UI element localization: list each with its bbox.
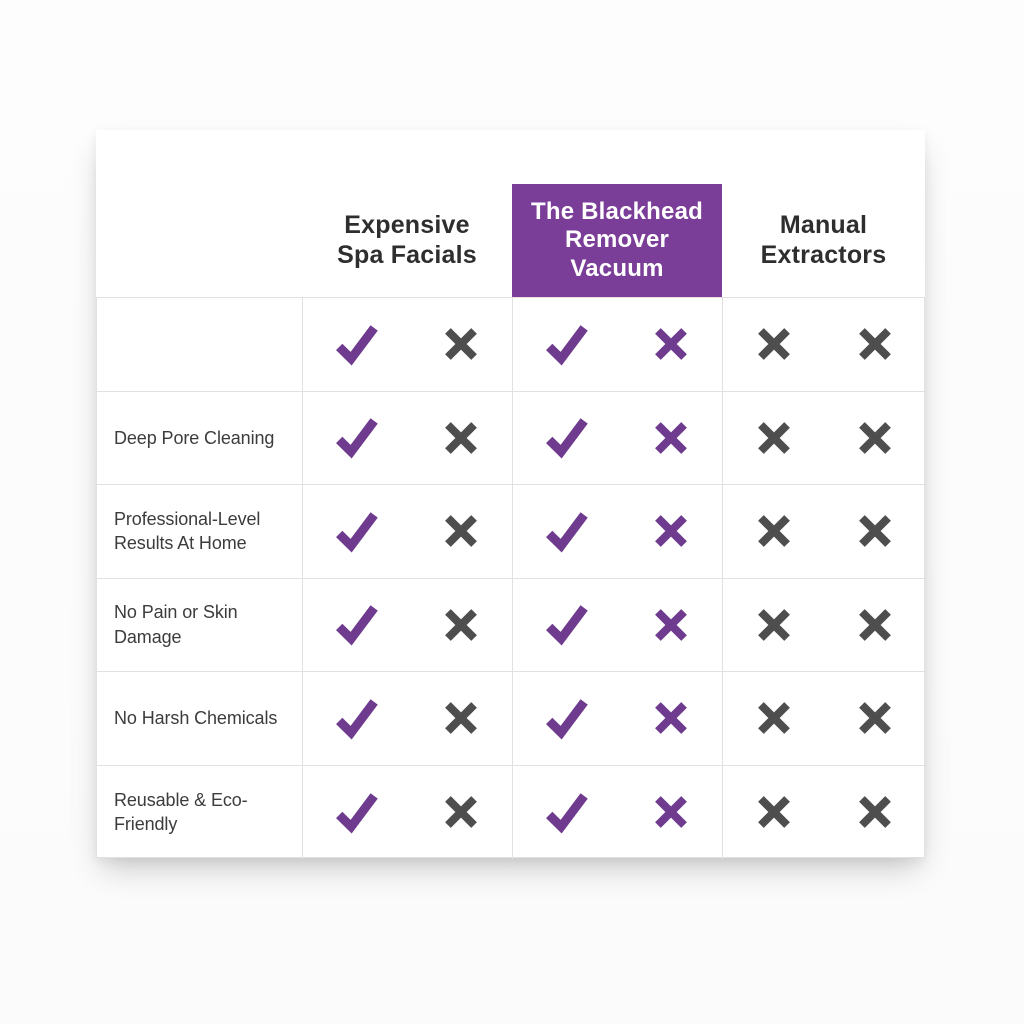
row-label: Reusable & Eco-Friendly xyxy=(97,765,303,859)
feature-cell xyxy=(513,391,723,485)
check-icon xyxy=(336,324,378,366)
check-icon xyxy=(546,698,588,740)
row-label: Professional-Level Results At Home xyxy=(97,485,303,579)
check-icon xyxy=(546,605,588,646)
feature-cell xyxy=(723,485,926,579)
row-label: No Harsh Chemicals xyxy=(97,672,303,766)
column-header-label: Manual Extractors xyxy=(760,211,887,269)
cross-icon xyxy=(859,796,892,829)
check-icon xyxy=(336,418,378,459)
check-icon xyxy=(546,792,588,834)
column-header-blackhead-remover-vacuum: The Blackhead Remover Vacuum xyxy=(512,184,722,297)
cross-icon xyxy=(655,515,687,548)
cross-icon xyxy=(445,515,477,548)
column-header-manual-extractors: Manual Extractors xyxy=(722,184,925,297)
feature-cell xyxy=(513,485,723,579)
feature-cell xyxy=(513,578,723,672)
feature-cell xyxy=(303,391,513,485)
cross-icon xyxy=(655,608,687,641)
header-spacer-cell xyxy=(96,184,302,297)
cross-icon xyxy=(859,702,892,735)
cross-icon xyxy=(859,608,892,641)
cross-icon xyxy=(757,702,790,735)
table-body: Deep Pore Cleaning Professional-Level Res… xyxy=(96,297,926,860)
cross-icon xyxy=(445,796,477,829)
cross-icon xyxy=(757,421,790,454)
column-header-expensive-spa-facials: Expensive Spa Facials xyxy=(302,184,512,297)
cross-icon xyxy=(655,796,687,829)
feature-cell xyxy=(303,578,513,672)
column-header-label: Expensive Spa Facials xyxy=(337,211,477,269)
check-icon xyxy=(546,418,588,459)
check-icon xyxy=(336,792,378,834)
column-header-label: The Blackhead Remover Vacuum xyxy=(531,198,703,282)
feature-cell xyxy=(303,485,513,579)
check-icon xyxy=(336,605,378,646)
cross-icon xyxy=(859,515,892,548)
check-icon xyxy=(546,324,588,366)
cross-icon xyxy=(757,515,790,548)
feature-cell xyxy=(513,298,723,392)
feature-cell xyxy=(303,765,513,859)
feature-cell xyxy=(723,579,926,672)
check-icon xyxy=(546,511,588,553)
cross-icon xyxy=(757,328,790,361)
cross-icon xyxy=(445,608,477,641)
cross-icon xyxy=(445,328,477,361)
feature-cell xyxy=(303,298,513,392)
feature-cell xyxy=(513,765,723,859)
comparison-table-card: Expensive Spa Facials The Blackhead Remo… xyxy=(96,130,926,860)
feature-cell xyxy=(303,672,513,766)
cross-icon xyxy=(859,421,892,454)
cross-icon xyxy=(655,328,687,361)
check-icon xyxy=(336,698,378,740)
cross-icon xyxy=(757,796,790,829)
feature-cell xyxy=(723,672,926,766)
cross-icon xyxy=(859,328,892,361)
row-label: No Pain or Skin Damage xyxy=(97,578,303,672)
check-icon xyxy=(336,511,378,553)
cross-icon xyxy=(655,421,687,454)
cross-icon xyxy=(757,608,790,641)
cross-icon xyxy=(445,421,477,454)
feature-cell xyxy=(723,392,926,485)
row-label: Deep Pore Cleaning xyxy=(97,391,303,485)
feature-cell xyxy=(513,672,723,766)
feature-cell xyxy=(723,298,926,392)
cross-icon xyxy=(655,702,687,735)
row-label xyxy=(97,298,303,392)
cross-icon xyxy=(445,702,477,735)
table-header-row: Expensive Spa Facials The Blackhead Remo… xyxy=(96,130,925,297)
feature-cell xyxy=(723,766,926,860)
